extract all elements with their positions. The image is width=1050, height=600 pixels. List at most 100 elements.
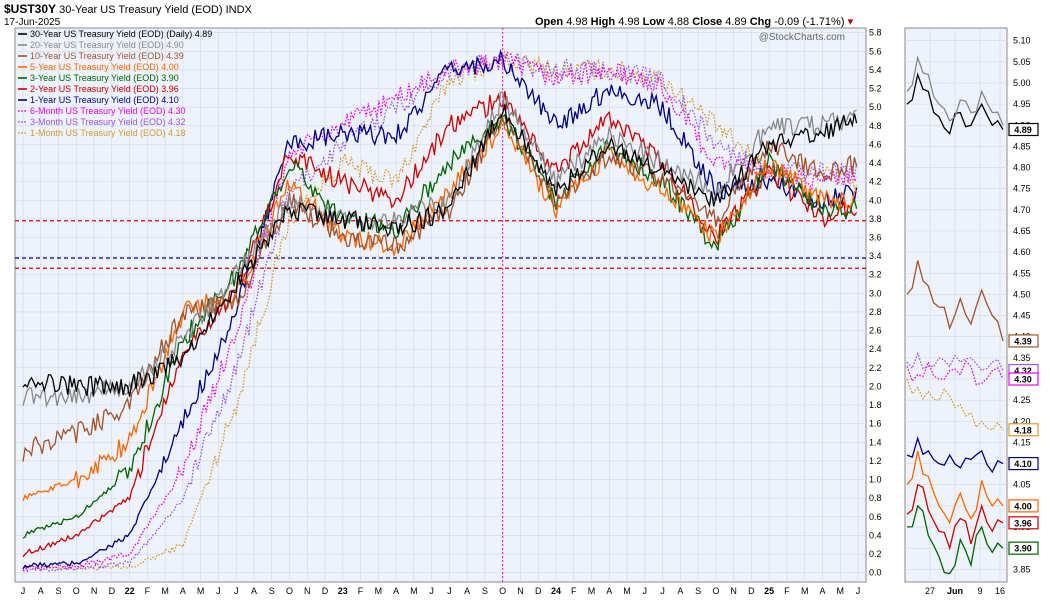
side-y-tick-label: 5.05 <box>1013 57 1031 67</box>
y-tick-label: 2.8 <box>869 307 882 317</box>
legend-entry: 30-Year US Treasury Yield (EOD) (Daily) … <box>30 29 212 39</box>
last-value-label: 4.39 <box>1014 336 1032 346</box>
x-tick-label: M <box>588 586 596 596</box>
y-tick-label: 3.4 <box>869 251 882 261</box>
open-label: Open <box>535 16 564 28</box>
series-line-5-year <box>22 116 857 502</box>
side-x-tick-label: Jun <box>947 586 963 596</box>
x-tick-label: F <box>358 586 364 596</box>
side-series-3m <box>906 351 1004 372</box>
legend-entry: 20-Year US Treasury Yield (EOD) 4.90 <box>30 40 184 50</box>
y-tick-label: 1.0 <box>869 475 882 485</box>
x-tick-label: S <box>482 586 488 596</box>
side-series-3y <box>906 504 1004 575</box>
main-plot-area <box>14 27 867 583</box>
x-tick-label: A <box>393 586 399 596</box>
x-tick-label: M <box>375 586 383 596</box>
x-tick-label: J <box>21 586 26 596</box>
chg-label: Chg <box>749 16 772 28</box>
y-tick-label: 2.4 <box>869 344 882 354</box>
y-tick-label: 2.6 <box>869 326 882 336</box>
y-tick-label: 4.6 <box>869 139 882 149</box>
x-tick-label: F <box>145 586 151 596</box>
series-line-3-year <box>22 113 858 539</box>
side-series-5y <box>906 450 1004 525</box>
chg-value: -0.09 (-1.71%) <box>774 16 845 28</box>
header-bar: $UST30Y 30-Year US Treasury Yield (EOD) … <box>4 2 252 16</box>
x-tick-label: S <box>269 586 275 596</box>
y-tick-label: 5.0 <box>869 102 882 112</box>
y-tick-label: 3.2 <box>869 270 882 280</box>
side-last-value-labels: 4.89 4.39 4.324.30 4.18 4.10 4.00 3.96 3.90 <box>1008 122 1039 555</box>
last-value-label: 4.00 <box>1014 501 1032 511</box>
x-tick-label: D <box>322 586 329 596</box>
x-tick-label: N <box>730 586 737 596</box>
x-tick-label: O <box>499 586 506 596</box>
low-value: 4.88 <box>667 16 690 28</box>
x-tick-label: M <box>161 586 169 596</box>
side-y-tick-label: 4.55 <box>1013 268 1031 278</box>
side-series-30y <box>906 72 1004 135</box>
x-tick-label: A <box>251 586 257 596</box>
x-tick-label: D <box>748 586 755 596</box>
close-label: Close <box>692 16 723 28</box>
side-y-tick-label: 4.65 <box>1013 226 1031 236</box>
main-x-axis: J A S O N D 22 F M A M J J A S O N D 23 F M A M J J A S O N D 24 F M A M J J… <box>21 586 861 596</box>
y-tick-label: 0.6 <box>869 512 882 522</box>
last-value-label: 4.10 <box>1014 459 1032 469</box>
side-y-tick-label: 3.85 <box>1013 564 1031 574</box>
y-tick-label: 4.2 <box>869 177 882 187</box>
side-y-tick-label: 5.00 <box>1013 78 1031 88</box>
side-y-tick-label: 5.10 <box>1013 36 1031 46</box>
x-tick-label: J <box>447 586 452 596</box>
side-y-tick-label: 4.70 <box>1013 205 1031 215</box>
side-y-tick-label: 4.75 <box>1013 184 1031 194</box>
x-tick-label: J <box>216 586 221 596</box>
y-tick-label: 5.6 <box>869 46 882 56</box>
down-arrow-icon: ▾ <box>847 16 854 28</box>
side-y-tick-label: 4.60 <box>1013 247 1031 257</box>
side-y-axis: 5.105.055.004.954.904.854.804.754.704.65… <box>1013 36 1031 575</box>
side-y-tick-label: 4.25 <box>1013 395 1031 405</box>
side-y-tick-label: 4.85 <box>1013 141 1031 151</box>
last-value-box <box>1008 516 1039 530</box>
x-tick-label: J <box>234 586 239 596</box>
last-value-label: 4.18 <box>1014 425 1032 435</box>
y-tick-label: 1.8 <box>869 400 882 410</box>
x-tick-label: 23 <box>338 586 348 596</box>
y-tick-label: 3.6 <box>869 232 882 242</box>
x-tick-label: 24 <box>551 586 561 596</box>
x-tick-label: F <box>784 586 790 596</box>
series-line-30-year <box>22 104 858 397</box>
side-series-10y <box>906 260 1004 342</box>
side-y-tick-label: 4.50 <box>1013 289 1031 299</box>
legend-entry: 1-Month US Treasury Yield (EOD) 4.18 <box>30 128 186 138</box>
last-value-label: 4.30 <box>1014 375 1032 385</box>
high-label: High <box>590 16 616 28</box>
x-tick-label: J <box>856 586 861 596</box>
x-tick-label: 22 <box>125 586 135 596</box>
x-tick-label: N <box>304 586 311 596</box>
last-value-label: 3.96 <box>1014 518 1032 528</box>
last-value-box <box>1008 499 1039 513</box>
x-tick-label: N <box>91 586 98 596</box>
side-x-tick-label: 9 <box>977 586 982 596</box>
side-series-1m <box>906 378 1004 431</box>
y-tick-label: 5.2 <box>869 84 882 94</box>
chart-date: 17-Jun-2025 <box>4 17 61 28</box>
series-line-10-year <box>22 112 858 462</box>
y-tick-label: 3.0 <box>869 288 882 298</box>
legend: 30-Year US Treasury Yield (EOD) (Daily) … <box>18 29 212 138</box>
y-tick-label: 1.4 <box>869 437 882 447</box>
y-tick-label: 3.8 <box>869 214 882 224</box>
legend-entry: 2-Year US Treasury Yield (EOD) 3.96 <box>30 84 179 94</box>
side-series-1y <box>906 435 1004 474</box>
ticker-name: 30-Year US Treasury Yield (EOD) <box>59 4 223 16</box>
x-tick-label: D <box>535 586 542 596</box>
open-value: 4.98 <box>566 16 588 28</box>
x-tick-label: J <box>643 586 648 596</box>
y-tick-label: 0.4 <box>869 530 882 540</box>
legend-entry: 3-Year US Treasury Yield (EOD) 3.90 <box>30 73 179 83</box>
x-tick-label: A <box>464 586 470 596</box>
